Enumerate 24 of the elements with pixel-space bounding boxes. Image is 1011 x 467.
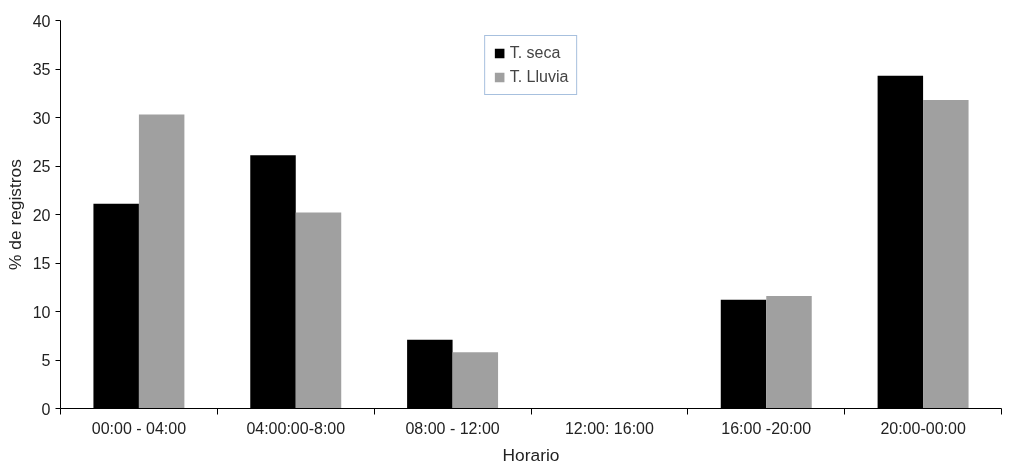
x-tick-label: 12:00: 16:00 — [564, 419, 654, 437]
x-tick-label: 16:00 -20:00 — [721, 419, 812, 437]
y-tick-label: 25 — [32, 158, 51, 175]
x-tick-label: 00:00 - 04:00 — [91, 419, 187, 437]
bar — [295, 212, 342, 409]
bar — [138, 114, 185, 409]
x-axis-title: Horario — [502, 444, 560, 465]
y-tick-label: 10 — [32, 303, 51, 321]
bar — [766, 295, 812, 409]
y-tick-label: 0 — [41, 400, 51, 418]
bar — [452, 352, 499, 409]
x-tick-label: 20:00-00:00 — [880, 419, 966, 437]
y-tick-label: 35 — [32, 61, 51, 78]
y-axis-title: % de registros — [4, 158, 25, 270]
bar — [923, 100, 969, 409]
y-tick-label: 20 — [32, 206, 51, 224]
x-tick-label: 04:00:00-8:00 — [246, 419, 346, 437]
legend-label: T. Lluvia — [509, 68, 569, 86]
legend-label: T. seca — [509, 44, 561, 62]
y-tick-label: 30 — [32, 109, 51, 127]
y-tick-label: 5 — [41, 352, 51, 369]
y-tick-label: 15 — [32, 255, 51, 272]
x-tick-label: 08:00 - 12:00 — [405, 419, 500, 437]
y-tick-label: 40 — [32, 12, 51, 30]
